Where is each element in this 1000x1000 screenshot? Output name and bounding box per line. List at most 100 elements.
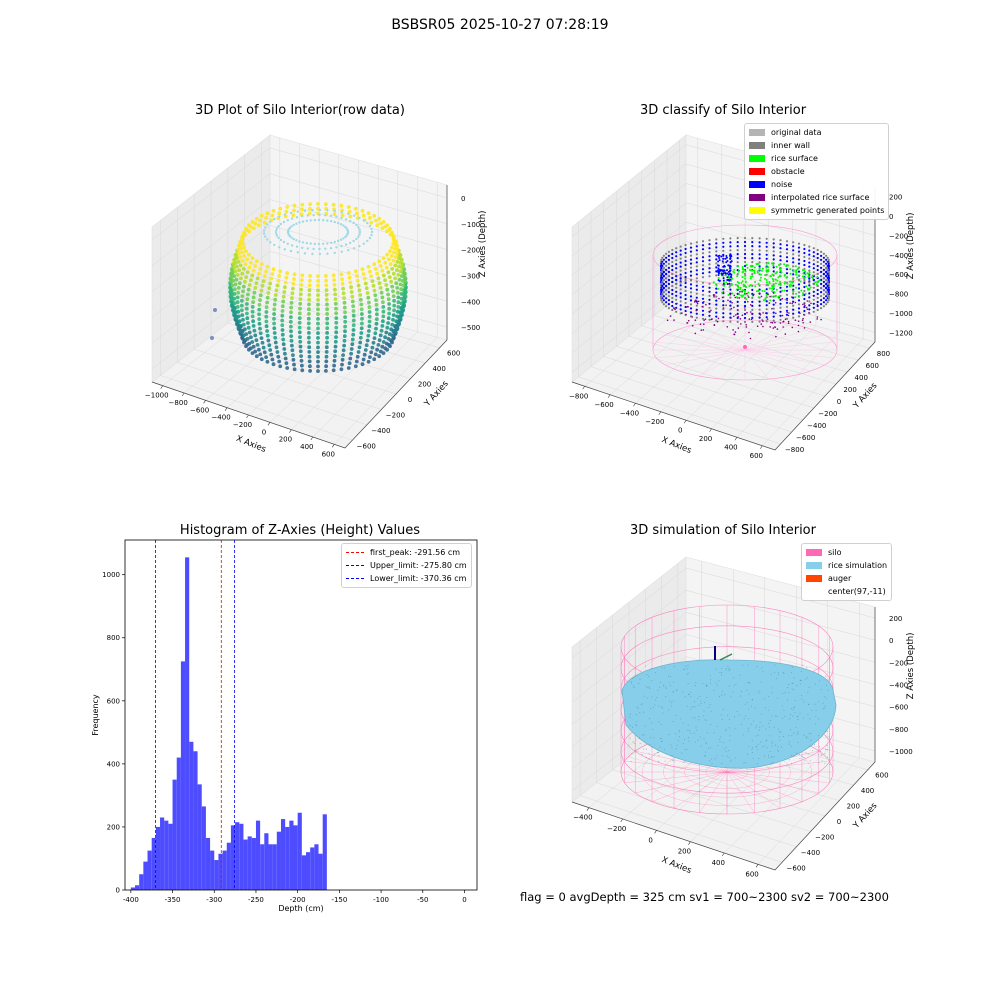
raw-data-point xyxy=(358,340,363,345)
raw-data-point xyxy=(370,279,375,283)
simulation-3d-plot[interactable]: −400−2000200400600−600−400−2000200400600… xyxy=(500,500,1000,920)
raw-data-point xyxy=(307,340,311,345)
raw-data-point xyxy=(378,349,383,354)
y-tick-label: 600 xyxy=(107,697,120,705)
noise-point xyxy=(708,243,711,246)
noise-point xyxy=(822,264,825,267)
raw-data-point xyxy=(283,213,286,216)
rice-texture-dot xyxy=(774,715,776,717)
rice-texture-dot xyxy=(634,742,636,745)
raw-3d-plot[interactable]: −1000−800−600−400−2000200400600−600−400−… xyxy=(0,0,500,500)
rice-surface-point xyxy=(765,294,768,296)
rice-surface-point xyxy=(771,290,774,293)
noise-point xyxy=(758,284,761,287)
noise-point xyxy=(722,288,725,291)
silo-grid xyxy=(665,349,746,366)
raw-data-point xyxy=(357,288,362,293)
raw-data-point xyxy=(276,278,281,283)
rice-texture-dot xyxy=(730,759,732,761)
rice-surface-point xyxy=(749,284,752,286)
noise-point xyxy=(660,299,663,302)
histogram-bar xyxy=(139,874,144,890)
rice-texture-dot xyxy=(748,727,750,729)
rice-surface-point xyxy=(722,281,725,284)
rice-surface-point xyxy=(792,290,795,293)
raw-data-point xyxy=(391,313,396,317)
sim-y-tick: −400 xyxy=(801,849,820,857)
noise-point xyxy=(679,300,682,303)
noise-point xyxy=(729,261,732,264)
sim-z-label: Z Axies (Depth) xyxy=(906,633,916,700)
noise-point xyxy=(715,238,718,241)
rice-texture-dot xyxy=(767,709,769,711)
rice-texture-dot xyxy=(639,678,641,680)
noise-point xyxy=(660,286,663,289)
sim-z-tick: −800 xyxy=(889,726,908,734)
raw-data-point xyxy=(333,209,336,213)
histogram-bar xyxy=(226,842,231,890)
noise-point xyxy=(717,269,719,272)
noise-point xyxy=(684,277,687,281)
raw-data-point xyxy=(397,264,401,269)
raw-data-point xyxy=(253,349,258,354)
raw-data-point xyxy=(270,272,275,276)
raw-data-point xyxy=(283,356,288,361)
noise-point xyxy=(661,276,664,279)
raw-data-point xyxy=(368,355,372,359)
rice-surface-point xyxy=(765,281,768,284)
rice-texture-dot xyxy=(725,747,727,749)
rice-surface-point xyxy=(804,270,807,273)
raw-data-point xyxy=(347,212,350,215)
interpolated-point xyxy=(737,327,740,329)
noise-point xyxy=(827,278,830,281)
raw-data-point xyxy=(366,239,369,243)
legend-item: noise xyxy=(749,178,884,191)
raw-data-point xyxy=(298,297,303,301)
histogram-bar xyxy=(193,751,198,890)
rice-texture-dot xyxy=(740,691,742,693)
raw-data-point xyxy=(292,277,296,281)
legend-item: center(97,-11) xyxy=(806,585,887,598)
rice-surface-point xyxy=(814,281,817,284)
raw-data-point xyxy=(349,351,353,356)
noise-point xyxy=(660,290,663,293)
noise-point xyxy=(827,286,830,289)
rice-texture-dot xyxy=(777,728,780,730)
raw-data-point xyxy=(333,339,338,344)
rice-texture-dot xyxy=(756,725,758,727)
interpolated-point xyxy=(766,318,769,320)
raw-data-point xyxy=(325,316,330,321)
rice-texture-dot xyxy=(820,688,822,691)
raw-data-point xyxy=(359,331,364,335)
rice-texture-dot xyxy=(742,664,744,666)
x-tick-label: -50 xyxy=(417,896,428,904)
rice-texture-dot xyxy=(694,685,696,687)
raw-data-point xyxy=(390,267,395,271)
raw-data-point xyxy=(375,312,379,317)
silo-grid xyxy=(744,349,834,358)
noise-point xyxy=(665,256,668,259)
rice-texture-dot xyxy=(770,715,773,717)
rice-texture-dot xyxy=(777,672,780,674)
noise-point xyxy=(822,280,825,283)
noise-point xyxy=(727,270,730,273)
rice-texture-dot xyxy=(662,707,664,709)
raw-data-point xyxy=(230,283,235,288)
interpolated-point xyxy=(784,333,787,335)
rice-texture-dot xyxy=(805,678,807,680)
rice-texture-dot xyxy=(691,706,693,708)
classify-3d-plot[interactable]: −800−600−400−2000200400600−800−600−400−2… xyxy=(500,0,1000,500)
interpolated-point xyxy=(691,324,694,327)
rice-texture-dot xyxy=(758,758,760,760)
rice-texture-dot xyxy=(735,683,737,685)
histogram-bar xyxy=(201,806,206,890)
noise-point xyxy=(743,316,747,320)
rice-texture-dot xyxy=(654,699,657,701)
noise-point xyxy=(701,260,705,263)
noise-point xyxy=(667,282,670,285)
raw-data-point xyxy=(281,299,286,304)
raw-data-point xyxy=(246,321,250,325)
raw-data-point xyxy=(240,234,245,239)
rice-surface-point xyxy=(783,289,786,292)
histogram-chart[interactable]: -400 -350 -300 -250 -200 -150 -100 -50 002004006… xyxy=(0,500,500,1000)
